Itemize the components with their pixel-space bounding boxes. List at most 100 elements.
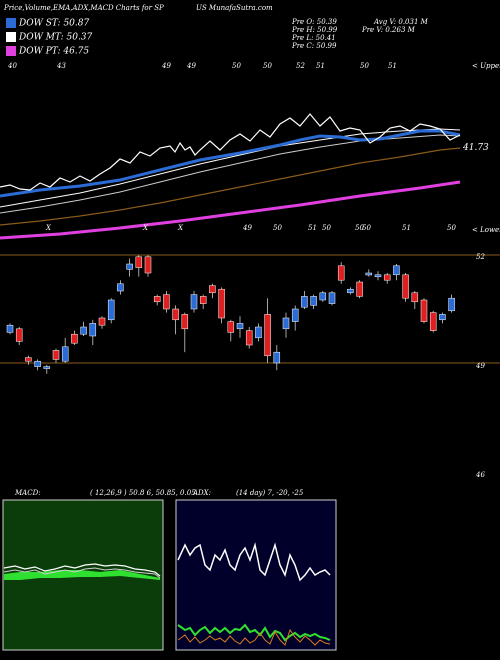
ema-line-brown (0, 147, 461, 226)
lower-label: < Lower (472, 226, 500, 234)
candle-body (153, 296, 161, 303)
candle-body (337, 265, 345, 281)
legend-item-pt: DOW PT: 46.75 (6, 46, 89, 58)
candle-body (420, 299, 428, 322)
candle-body (126, 263, 133, 270)
legend-label-pt: DOW PT: 46.75 (19, 46, 90, 57)
ema-bottom-tick-9: 51 (402, 224, 411, 232)
ema-top-tick-7: 51 (316, 62, 325, 70)
adx-values: (14 day) 7, -20, -25 (236, 489, 304, 497)
candle-body (347, 288, 354, 294)
candle-body (25, 357, 32, 362)
candle-body (282, 317, 290, 330)
adx-plus-di (177, 623, 331, 642)
ema-bottom-tick-3: 49 (243, 224, 252, 232)
candle-body (89, 323, 97, 337)
candle-body (6, 324, 14, 333)
candle-body (218, 288, 225, 319)
macd-label: MACD: (15, 489, 41, 497)
ema-top-tick-9: 51 (388, 62, 397, 70)
adx-panel-bg (175, 499, 337, 651)
candle-body (71, 333, 78, 344)
ema-line-blue (0, 129, 461, 198)
candle-body (135, 256, 143, 268)
candle-body (393, 265, 400, 276)
y-tick-52: 52 (476, 253, 485, 261)
ema-bottom-tick-4: 50 (273, 224, 282, 232)
candle-body (34, 360, 41, 367)
candle-body (209, 285, 216, 294)
candle-body (163, 294, 170, 310)
y-tick-49: 49 (476, 362, 485, 370)
stat-open: Pre O: 50.39 (292, 18, 337, 26)
ema-top-tick-1: 43 (57, 62, 66, 70)
stat-close: Pre C: 50.99 (292, 42, 337, 50)
ema-bottom-tick-2: X (178, 224, 183, 232)
ema-top-tick-5: 50 (263, 62, 272, 70)
legend-swatch-mt (6, 32, 16, 42)
candle-body (301, 296, 308, 308)
candle-body (310, 296, 317, 306)
candle-body (439, 314, 446, 321)
ema-panel (0, 113, 461, 240)
candle-body (80, 326, 87, 335)
candle-body (61, 346, 69, 362)
candle-body (117, 283, 124, 292)
ema-top-tick-4: 50 (232, 62, 241, 70)
ema-bottom-tick-6: 50 (322, 224, 331, 232)
candle-body (144, 256, 152, 274)
candle-body (15, 328, 23, 342)
stat-avg-volume: Avg V: 0.031 M (374, 18, 428, 26)
price-line (0, 113, 461, 191)
candle-body (181, 314, 189, 330)
ema-line-magenta (0, 180, 461, 240)
stat-prev-volume: Pre V: 0.263 M (362, 26, 415, 34)
candle-body (429, 312, 437, 331)
ema-bottom-tick-8: 50 (362, 224, 371, 232)
legend-item-st: DOW ST: 50.87 (6, 18, 89, 30)
stat-low: Pre L: 50.41 (292, 34, 336, 42)
ema-top-tick-8: 50 (360, 62, 369, 70)
legend-swatch-pt (6, 46, 16, 56)
y-tick-46: 46 (476, 471, 485, 479)
macd-values: ( 12,26,9 ) 50.8 6, 50.85, 0.05 (90, 489, 196, 497)
legend-label-st: DOW ST: 50.87 (19, 18, 90, 29)
candle-body (245, 330, 253, 346)
ema-price-label: 41.73 (463, 143, 489, 153)
candle-body (236, 323, 244, 330)
candle-body (190, 294, 198, 310)
candle-body (328, 292, 336, 304)
ema-top-tick-2: 49 (162, 62, 171, 70)
legend-item-mt: DOW MT: 50.37 (6, 32, 92, 44)
ema-line-white-lower (0, 128, 461, 208)
candle-body (227, 321, 235, 333)
candle-body (411, 292, 419, 303)
ema-bottom-tick-10: 50 (447, 224, 456, 232)
candle-body (107, 299, 115, 321)
candle-body (291, 308, 299, 322)
candle-body (356, 281, 363, 297)
adx-label: ADX: (193, 489, 212, 497)
macd-line (3, 563, 161, 577)
ema-bottom-tick-7: 50 (355, 224, 364, 232)
candle-body (273, 351, 281, 364)
candle-body (172, 308, 179, 321)
ema-top-tick-3: 49 (187, 62, 196, 70)
candle-body (319, 292, 327, 301)
candle-body (255, 326, 262, 339)
candle-body (43, 366, 51, 369)
ema-bottom-tick-1: X (143, 224, 148, 232)
macd-signal-line (3, 567, 161, 579)
candle-body (374, 274, 382, 278)
candle-body (98, 317, 106, 326)
ema-bottom-tick-5: 51 (308, 224, 317, 232)
candle-body (52, 350, 60, 360)
source-label: US MunafaSutra.com (196, 4, 273, 12)
candle-body (199, 296, 207, 304)
candle-body (365, 272, 373, 276)
ema-top-tick-6: 52 (296, 62, 305, 70)
adx-line (177, 542, 331, 582)
legend-label-mt: DOW MT: 50.37 (19, 32, 93, 43)
candle-body (448, 297, 455, 312)
